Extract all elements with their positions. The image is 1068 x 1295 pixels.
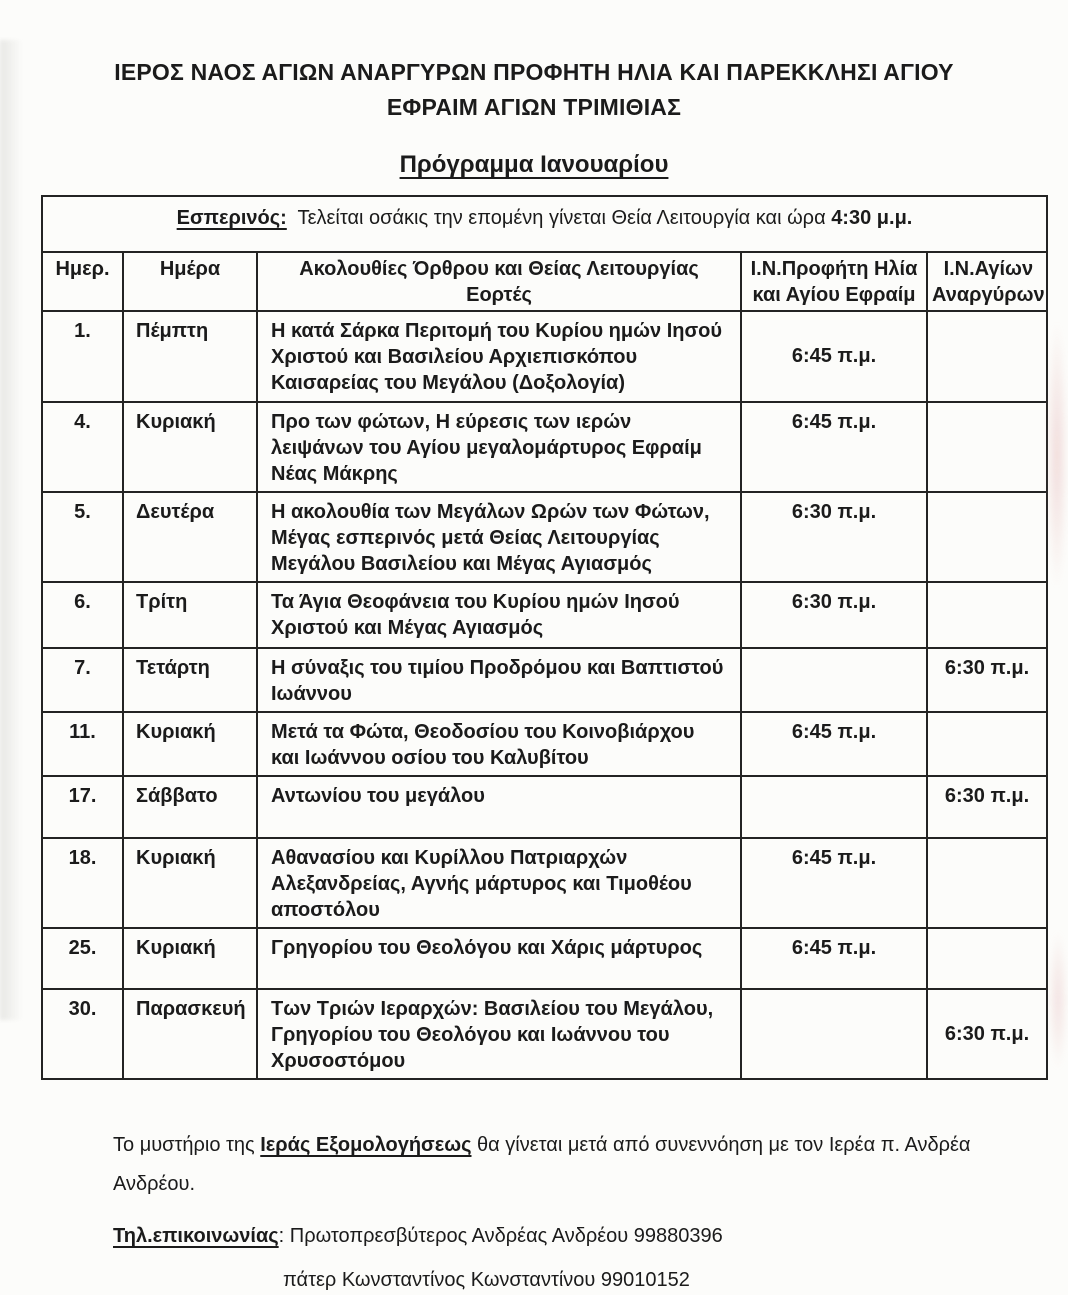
- table-row: 11. Κυριακή Μετά τα Φώτα, Θεοδοσίου του …: [43, 713, 1046, 777]
- cell-date: 4.: [43, 403, 124, 491]
- cell-time-agioi-anargyroi: [928, 929, 1046, 988]
- cell-time-agioi-anargyroi: 6:30 π.μ.: [944, 785, 1030, 807]
- document-title-line2: ΕΦΡΑΙΜ ΑΓΙΩΝ ΤΡΙΜΙΘΙΑΣ: [386, 94, 682, 120]
- footer: Το μυστήριο της Ιεράς Εξομολογήσεως θα γ…: [113, 1126, 993, 1295]
- cell-date: 11.: [43, 713, 124, 775]
- cell-time-prophet-elias: [742, 649, 928, 711]
- table-row: 30. Παρασκευή Των Τριών Ιεραρχών: Βασιλε…: [43, 990, 1046, 1078]
- cell-time-prophet-elias: 6:30 π.μ.: [742, 583, 928, 647]
- cell-time-agioi-anargyroi: [928, 493, 1046, 581]
- cell-time-agioi-anargyroi: [928, 713, 1046, 775]
- cell-day: Παρασκευή: [124, 990, 258, 1078]
- cell-time-prophet-elias: 6:30 π.μ.: [742, 493, 928, 581]
- cell-date: 7.: [43, 649, 124, 711]
- schedule-table: Εσπερινός: Τελείται οσάκις την επομένη γ…: [41, 195, 1048, 1080]
- cell-time-prophet-elias: 6:45 π.μ.: [742, 929, 928, 988]
- header-services: Ακολουθίες Όρθρου και Θείας Λειτουργίας …: [258, 253, 742, 310]
- cell-time-prophet-elias: 6:45 π.μ.: [742, 839, 928, 927]
- cell-date: 1.: [43, 312, 124, 401]
- table-row: 1. Πέμπτη Η κατά Σάρκα Περιτομή του Κυρί…: [43, 312, 1046, 403]
- table-row: 7. Τετάρτη Η σύναξις του τιμίου Προδρόμο…: [43, 649, 1046, 713]
- table-row: 17. Σάββατο Αντωνίου του μεγάλου 6:30 π.…: [43, 777, 1046, 839]
- cell-day: Δευτέρα: [124, 493, 258, 581]
- cell-time-agioi-anargyroi: [928, 839, 1046, 927]
- cell-time-prophet-elias: 6:45 π.μ.: [742, 312, 928, 401]
- cell-feast: Των Τριών Ιεραρχών: Βασιλείου του Μεγάλο…: [258, 990, 742, 1078]
- cell-day: Πέμπτη: [124, 312, 258, 401]
- cell-time-agioi-anargyroi: 6:30 π.μ.: [944, 1022, 1030, 1045]
- vespers-note-label: Εσπερινός:: [176, 207, 287, 229]
- cell-time-agioi-anargyroi: [928, 403, 1046, 491]
- scan-artifact-right-top: [1046, 320, 1068, 590]
- subtitle-text: Πρόγραμμα Ιανουαρίου: [399, 151, 669, 178]
- header-day: Ημέρα: [124, 253, 258, 310]
- vespers-note-row: Εσπερινός: Τελείται οσάκις την επομένη γ…: [43, 197, 1046, 253]
- cell-feast: Γρηγορίου του Θεολόγου και Χάρις μάρτυρο…: [258, 929, 742, 988]
- table-row: 5. Δευτέρα Η ακολουθία των Μεγάλων Ωρών …: [43, 493, 1046, 583]
- cell-day: Κυριακή: [124, 929, 258, 988]
- cell-date: 18.: [43, 839, 124, 927]
- vespers-note-time: 4:30 μ.μ.: [831, 207, 913, 229]
- table-row: 25. Κυριακή Γρηγορίου του Θεολόγου και Χ…: [43, 929, 1046, 990]
- header-services-line1: Ακολουθίες Όρθρου και Θείας Λειτουργίας: [299, 258, 699, 280]
- confession-text-bold: Ιεράς Εξομολογήσεως: [260, 1134, 472, 1156]
- cell-day: Τρίτη: [124, 583, 258, 647]
- confession-text-post: θα γίνεται μετά από συνεννόηση με τον Ιε…: [113, 1134, 971, 1195]
- cell-day: Σάββατο: [124, 777, 258, 837]
- confession-note: Το μυστήριο της Ιεράς Εξομολογήσεως θα γ…: [113, 1126, 993, 1204]
- cell-time-agioi-anargyroi: 6:30 π.μ.: [944, 657, 1030, 679]
- cell-day: Κυριακή: [124, 403, 258, 491]
- header-church-agioi-anargyroi: Ι.Ν.Αγίων Αναργύρων: [932, 258, 1045, 306]
- cell-date: 25.: [43, 929, 124, 988]
- phone-text: : Πρωτοπρεσβύτερος Ανδρέας Ανδρέου 99880…: [278, 1225, 723, 1247]
- table-header-row: Ημερ. Ημέρα Ακολουθίες Όρθρου και Θείας …: [43, 253, 1046, 312]
- cell-day: Κυριακή: [124, 713, 258, 775]
- cell-feast: Αθανασίου και Κυρίλλου Πατριαρχών Αλεξαν…: [258, 839, 742, 927]
- cell-time-prophet-elias: [742, 777, 928, 837]
- scan-artifact-right-bottom: [1048, 930, 1068, 1070]
- header-services-line2: Εορτές: [466, 284, 532, 306]
- confession-text-pre: Το μυστήριο της: [113, 1134, 261, 1156]
- cell-feast: Τα Άγια Θεοφάνεια του Κυρίου ημών Ιησού …: [258, 583, 742, 647]
- cell-time-prophet-elias: [742, 990, 928, 1078]
- table-row: 4. Κυριακή Προ των φώτων, Η εύρεσις των …: [43, 403, 1046, 493]
- cell-feast: Προ των φώτων, Η εύρεσις των ιερών λειψά…: [258, 403, 742, 491]
- document-title-line1: ΙΕΡΟΣ ΝΑΟΣ ΑΓΙΩΝ ΑΝΑΡΓΥΡΩΝ ΠΡΟΦΗΤΗ ΗΛΙΑ …: [114, 59, 954, 85]
- phone-label: Τηλ.επικοινωνίας: [113, 1225, 279, 1247]
- cell-time-prophet-elias: 6:45 π.μ.: [742, 403, 928, 491]
- cell-day: Τετάρτη: [124, 649, 258, 711]
- table-row: 18. Κυριακή Αθανασίου και Κυρίλλου Πατρι…: [43, 839, 1046, 929]
- header-church-prophet-elias: Ι.Ν.Προφήτη Ηλία και Αγίου Εφραίμ: [742, 253, 928, 310]
- cell-date: 17.: [43, 777, 124, 837]
- cell-feast: Μετά τα Φώτα, Θεοδοσίου του Κοινοβιάρχου…: [258, 713, 742, 775]
- scan-artifact-left-edge: [0, 40, 30, 1020]
- cell-day: Κυριακή: [124, 839, 258, 927]
- cell-feast: Η ακολουθία των Μεγάλων Ωρών των Φώτων, …: [258, 493, 742, 581]
- vespers-note-text: Τελείται οσάκις την επομένη γίνεται Θεία…: [286, 207, 832, 229]
- table-body: 1. Πέμπτη Η κατά Σάρκα Περιτομή του Κυρί…: [43, 312, 1046, 1078]
- cell-time-agioi-anargyroi: [928, 583, 1046, 647]
- cell-time-agioi-anargyroi: [928, 312, 1046, 401]
- cell-date: 5.: [43, 493, 124, 581]
- document-subtitle: Πρόγραμμα Ιανουαρίου: [0, 151, 1068, 179]
- phone-line-1: Τηλ.επικοινωνίας: Πρωτοπρεσβύτερος Ανδρέ…: [113, 1221, 993, 1251]
- cell-feast: Η κατά Σάρκα Περιτομή του Κυρίου ημών Ιη…: [258, 312, 742, 401]
- cell-date: 30.: [43, 990, 124, 1078]
- phone-line-2: πάτερ Κωνσταντίνος Κωνσταντίνου 99010152: [283, 1269, 690, 1291]
- cell-date: 6.: [43, 583, 124, 647]
- cell-time-prophet-elias: 6:45 π.μ.: [742, 713, 928, 775]
- table-row: 6. Τρίτη Τα Άγια Θεοφάνεια του Κυρίου ημ…: [43, 583, 1046, 649]
- header-date: Ημερ.: [43, 253, 124, 310]
- cell-feast: Αντωνίου του μεγάλου: [258, 777, 742, 837]
- cell-feast: Η σύναξις του τιμίου Προδρόμου και Βαπτι…: [258, 649, 742, 711]
